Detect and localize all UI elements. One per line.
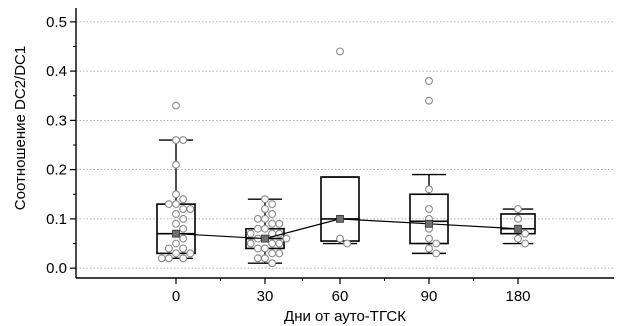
y-tick-label: 0.0 (46, 260, 67, 277)
data-point (268, 210, 277, 218)
data-point (432, 239, 441, 248)
data-point (179, 224, 188, 233)
data-point (164, 200, 173, 209)
data-point (432, 249, 441, 258)
data-point (261, 195, 269, 204)
data-point (172, 249, 180, 258)
box (500, 213, 536, 235)
data-point (514, 214, 522, 223)
data-point (521, 229, 530, 238)
data-point (179, 136, 188, 145)
data-point (172, 210, 180, 218)
data-points (157, 47, 530, 268)
data-point (336, 234, 344, 243)
data-point (261, 224, 269, 233)
y-tick-label: 0.1 (46, 211, 67, 228)
data-point (268, 219, 277, 228)
data-point (514, 205, 522, 213)
x-tick-label: 0 (172, 288, 180, 305)
data-point (253, 224, 262, 233)
data-point (172, 190, 180, 199)
data-point (275, 249, 284, 258)
data-point (179, 214, 188, 223)
data-point (425, 234, 433, 243)
y-tick-label: 0.4 (46, 63, 67, 80)
box (320, 176, 360, 242)
mean-marker (425, 219, 433, 228)
data-point (164, 254, 173, 263)
data-point (253, 244, 262, 253)
data-point (275, 219, 284, 228)
data-point (268, 249, 277, 258)
data-point (521, 239, 530, 248)
data-point (172, 200, 180, 209)
data-point (275, 239, 284, 248)
mean-marker (336, 214, 344, 223)
data-point (253, 214, 262, 223)
data-point (336, 47, 344, 56)
y-tick-label: 0.3 (46, 112, 67, 129)
data-point (179, 244, 188, 253)
data-point (246, 239, 255, 248)
data-point (172, 160, 180, 169)
data-point (179, 254, 188, 263)
x-tick-label: 90 (421, 288, 438, 305)
grid-lines (76, 21, 614, 269)
data-point (268, 259, 277, 268)
data-point (179, 195, 188, 204)
data-point (343, 239, 352, 248)
data-point (425, 77, 433, 85)
data-point (261, 244, 269, 253)
data-point (164, 244, 173, 253)
y-axis-label: Соотношение DC2/DC1 (12, 46, 29, 210)
data-point (253, 254, 262, 263)
x-axis-label: Дни от ауто-ТГСК (284, 308, 406, 325)
data-point (425, 185, 433, 194)
data-point (172, 136, 180, 145)
mean-line (172, 214, 522, 243)
y-tick-label: 0.2 (46, 162, 67, 179)
data-point (246, 229, 255, 238)
data-point (179, 205, 188, 213)
data-point (282, 234, 291, 243)
mean-connector-line (175, 218, 519, 240)
mean-marker (261, 234, 269, 243)
data-point (186, 205, 195, 213)
x-tick-label: 180 (505, 288, 530, 305)
mean-marker (172, 229, 180, 238)
data-point (261, 214, 269, 223)
data-point (172, 219, 180, 228)
data-point (268, 239, 277, 248)
data-point (157, 254, 166, 263)
axes (70, 8, 614, 284)
tick-labels: 0.0 0.1 0.2 0.3 0.4 0.5 0 30 60 90 180 (46, 14, 530, 305)
box (409, 193, 449, 245)
data-point (425, 96, 433, 105)
y-tick-label: 0.5 (46, 14, 67, 31)
x-tick-label: 30 (257, 288, 274, 305)
data-point (425, 205, 433, 213)
data-point (514, 234, 522, 243)
data-point (268, 200, 277, 209)
data-point (261, 205, 269, 213)
mean-marker (514, 224, 522, 233)
data-point (261, 254, 269, 263)
data-point (172, 239, 180, 248)
x-tick-label: 60 (332, 288, 349, 305)
data-point (186, 249, 195, 258)
data-point (172, 101, 180, 110)
data-point (179, 234, 188, 243)
data-point (425, 244, 433, 253)
